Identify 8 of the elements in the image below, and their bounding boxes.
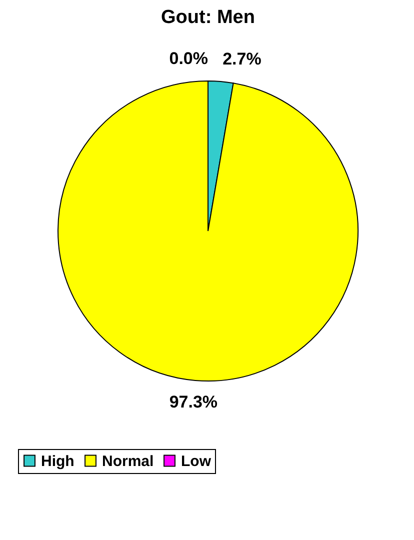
legend-label: Normal [102,452,154,470]
pie-slice [58,80,358,382]
data-label: 97.3% [169,392,218,412]
chart-title: Gout: Men [161,7,255,28]
legend-label: High [41,452,74,470]
data-label: 2.7% [222,50,262,69]
text: 0.0% [169,49,208,68]
legend-label: Low [181,452,212,470]
